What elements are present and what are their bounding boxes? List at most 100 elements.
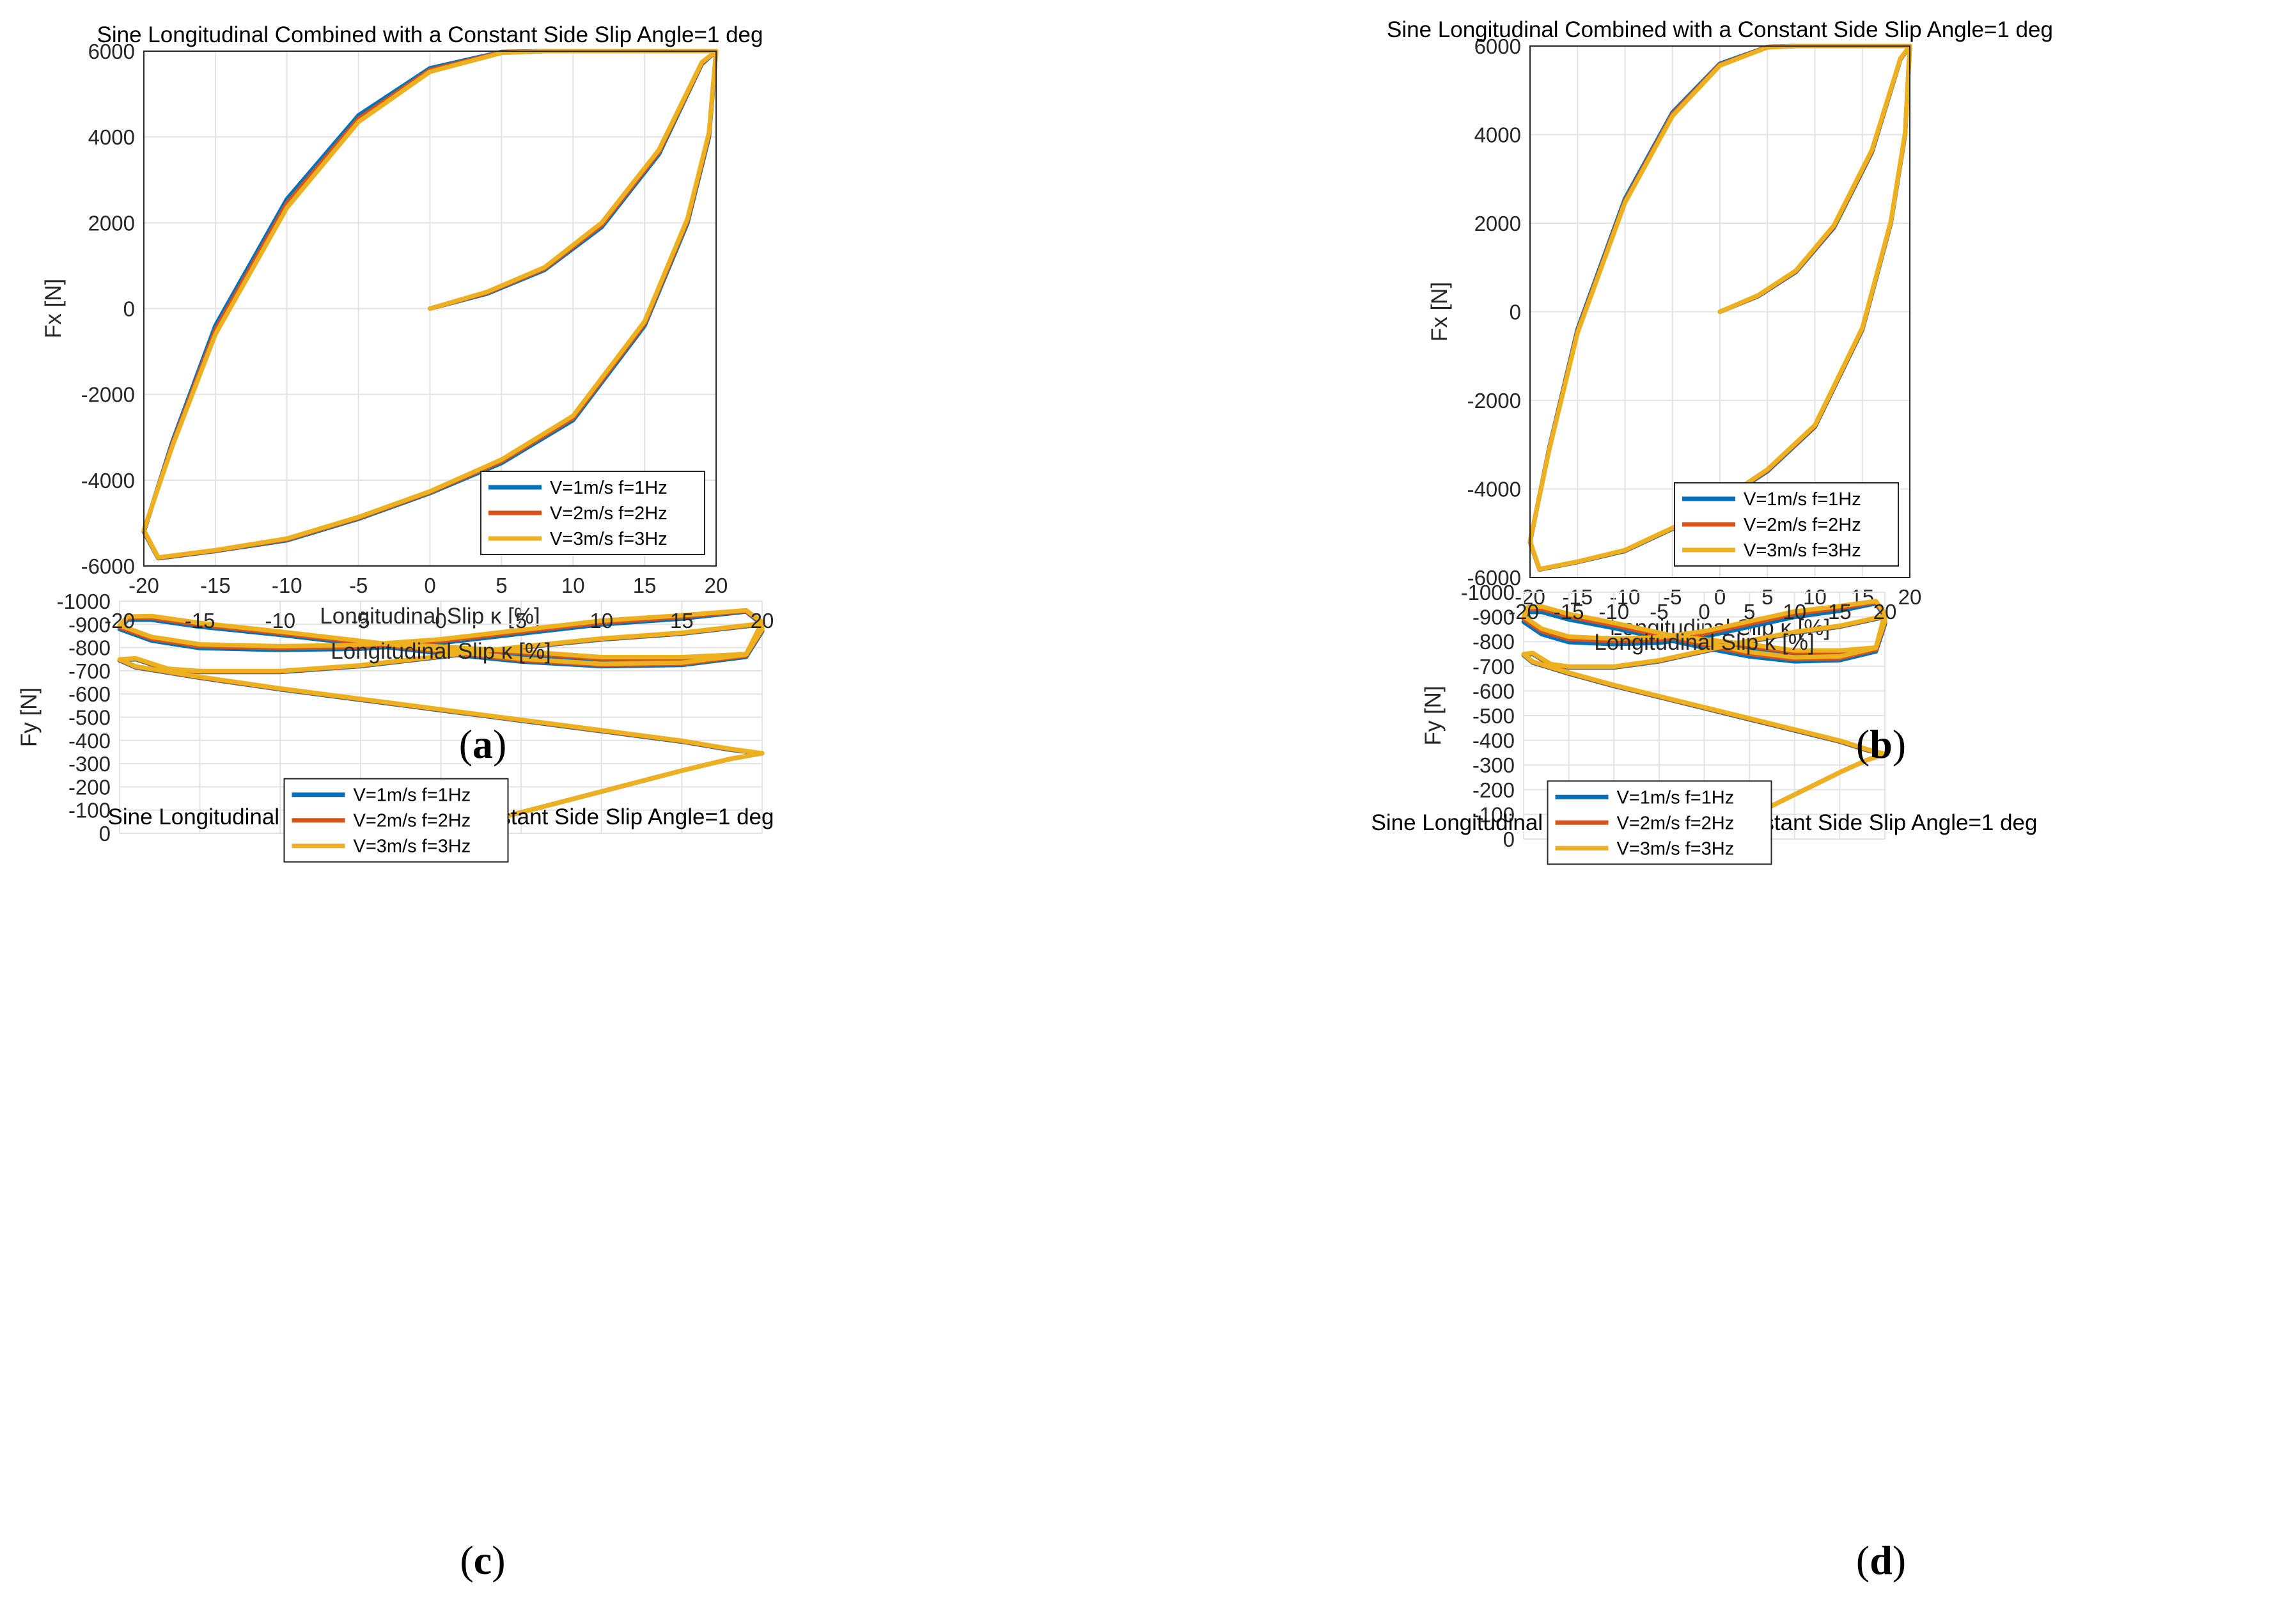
axes-box <box>1529 45 1910 578</box>
x-tick-label: -15 <box>1554 600 1584 624</box>
y-tick-label: 4000 <box>1474 123 1521 147</box>
y-tick-label: -500 <box>68 706 111 730</box>
x-tick-label: 10 <box>1803 585 1827 609</box>
x-tick-label: 20 <box>1898 585 1922 609</box>
y-tick-label: -200 <box>68 775 111 799</box>
legend-label: V=1m/s f=1Hz <box>354 785 471 806</box>
x-tick-label: -20 <box>104 609 135 632</box>
y-tick-label: -600 <box>1472 679 1515 703</box>
x-tick-label: -5 <box>349 574 368 597</box>
legend-label: V=1m/s f=1Hz <box>1617 787 1735 808</box>
caption-a: (a) <box>459 721 507 767</box>
y-tick-label: 2000 <box>88 211 135 235</box>
series-line-3 <box>117 608 765 836</box>
x-tick-label: 0 <box>1714 585 1726 609</box>
x-tick-label: -15 <box>200 574 231 597</box>
chart-title: Sine Longitudinal Combined with a Consta… <box>97 22 763 47</box>
y-tick-label: -2000 <box>81 383 135 407</box>
x-tick-label: 10 <box>590 609 613 632</box>
legend-label: V=2m/s f=2Hz <box>354 811 471 831</box>
y-axis-label: Fy [N] <box>1421 686 1446 745</box>
series-line-3 <box>1521 599 1887 842</box>
x-tick-label: -10 <box>1598 600 1629 624</box>
x-tick-label: -5 <box>1663 585 1682 609</box>
y-tick-label: -6000 <box>1467 566 1521 590</box>
y-tick-label: -800 <box>1472 630 1515 654</box>
x-tick-label: 5 <box>496 574 507 597</box>
x-tick-label: 0 <box>1698 600 1710 624</box>
panel-b: -20 -15 -10 -5 0 5 10 15 20-6000-4000-2000020004… <box>1387 17 2053 640</box>
x-tick-label: 0 <box>435 609 446 632</box>
x-axis-label: Longitudinal Slip κ [%] <box>331 639 551 664</box>
x-tick-label: -5 <box>351 609 370 632</box>
x-tick-label: -10 <box>1610 585 1641 609</box>
y-tick-label: -100 <box>1472 803 1515 826</box>
y-tick-label: 0 <box>1510 301 1521 324</box>
x-tick-label: 0 <box>424 574 435 597</box>
y-tick-label: 4000 <box>88 125 135 149</box>
legend-label: V=1m/s f=1Hz <box>550 478 668 498</box>
caption-d: (d) <box>1856 1537 1906 1583</box>
y-tick-label: -700 <box>68 659 111 683</box>
x-tick-label: -20 <box>129 574 159 597</box>
y-tick-label: -100 <box>68 799 111 822</box>
x-tick-label: 20 <box>705 574 728 597</box>
y-tick-label: 6000 <box>1474 35 1521 58</box>
y-tick-label: -500 <box>1472 704 1515 728</box>
y-tick-label: -800 <box>68 636 111 660</box>
x-tick-label: 10 <box>561 574 585 597</box>
y-tick-label: -4000 <box>81 469 135 492</box>
legend-label: V=2m/s f=2Hz <box>1617 813 1735 833</box>
series-line-3 <box>141 49 719 560</box>
y-axis-label: Fx [N] <box>1427 282 1452 342</box>
chart-title: Sine Longitudinal Combined with a Consta… <box>1387 17 2053 42</box>
x-tick-label: -15 <box>185 609 215 632</box>
x-tick-label: 20 <box>1873 600 1897 624</box>
y-tick-label: -700 <box>1472 655 1515 679</box>
y-tick-label: -2000 <box>1467 389 1521 412</box>
x-tick-label: 15 <box>633 574 657 597</box>
y-tick-label: 0 <box>123 297 135 321</box>
x-tick-label: -15 <box>1562 585 1593 609</box>
x-tick-label: 15 <box>1828 600 1852 624</box>
x-tick-label: -5 <box>1650 600 1668 624</box>
y-tick-label: -400 <box>68 729 111 753</box>
x-tick-label: -10 <box>272 574 302 597</box>
x-axis-label: Longitudinal Slip κ [%] <box>1594 630 1814 655</box>
y-tick-label: -300 <box>68 752 111 776</box>
y-tick-label: -200 <box>1472 778 1515 802</box>
y-tick-label: 0 <box>99 822 111 845</box>
legend-label: V=1m/s f=1Hz <box>1744 489 1861 510</box>
y-tick-label: -900 <box>1472 606 1515 629</box>
caption-b: (b) <box>1856 721 1906 767</box>
y-tick-label: 0 <box>1503 828 1515 851</box>
panel-a: -20 -15 -10 -5 0 5 10 15 20 -6000 -4000 -2000 0 2000 4… <box>41 22 763 629</box>
legend-label: V=3m/s f=3Hz <box>1617 838 1735 859</box>
y-tick-label: 6000 <box>88 40 135 63</box>
x-tick-label: 5 <box>1761 585 1773 609</box>
y-tick-label: -300 <box>1472 753 1515 777</box>
panel-d: -20 -15 -10 -5 0 5 10 15 20-1000-900-800-700-600… <box>1371 581 2037 865</box>
y-tick-label: -900 <box>68 613 111 636</box>
y-tick-label: -6000 <box>81 554 135 578</box>
axes-box <box>143 51 717 567</box>
y-tick-label: -400 <box>1472 729 1515 753</box>
y-axis-label: Fy [N] <box>17 687 42 747</box>
legend-label: V=2m/s f=2Hz <box>1744 515 1861 535</box>
legend-label: V=3m/s f=3Hz <box>550 529 668 549</box>
x-tick-label: -10 <box>265 609 295 632</box>
x-tick-label: 5 <box>515 609 527 632</box>
y-axis-label: Fx [N] <box>41 279 66 338</box>
y-tick-label: -600 <box>68 682 111 706</box>
y-tick-label: 2000 <box>1474 212 1521 235</box>
x-tick-label: -20 <box>1508 600 1539 624</box>
x-tick-label: 10 <box>1783 600 1806 624</box>
y-tick-label: -4000 <box>1467 478 1521 501</box>
legend-label: V=2m/s f=2Hz <box>550 503 668 524</box>
x-tick-label: 20 <box>751 609 774 632</box>
y-tick-label: -1000 <box>1461 581 1515 604</box>
legend-label: V=3m/s f=3Hz <box>1744 540 1861 561</box>
legend-label: V=3m/s f=3Hz <box>354 836 471 857</box>
x-tick-label: 5 <box>1744 600 1755 624</box>
